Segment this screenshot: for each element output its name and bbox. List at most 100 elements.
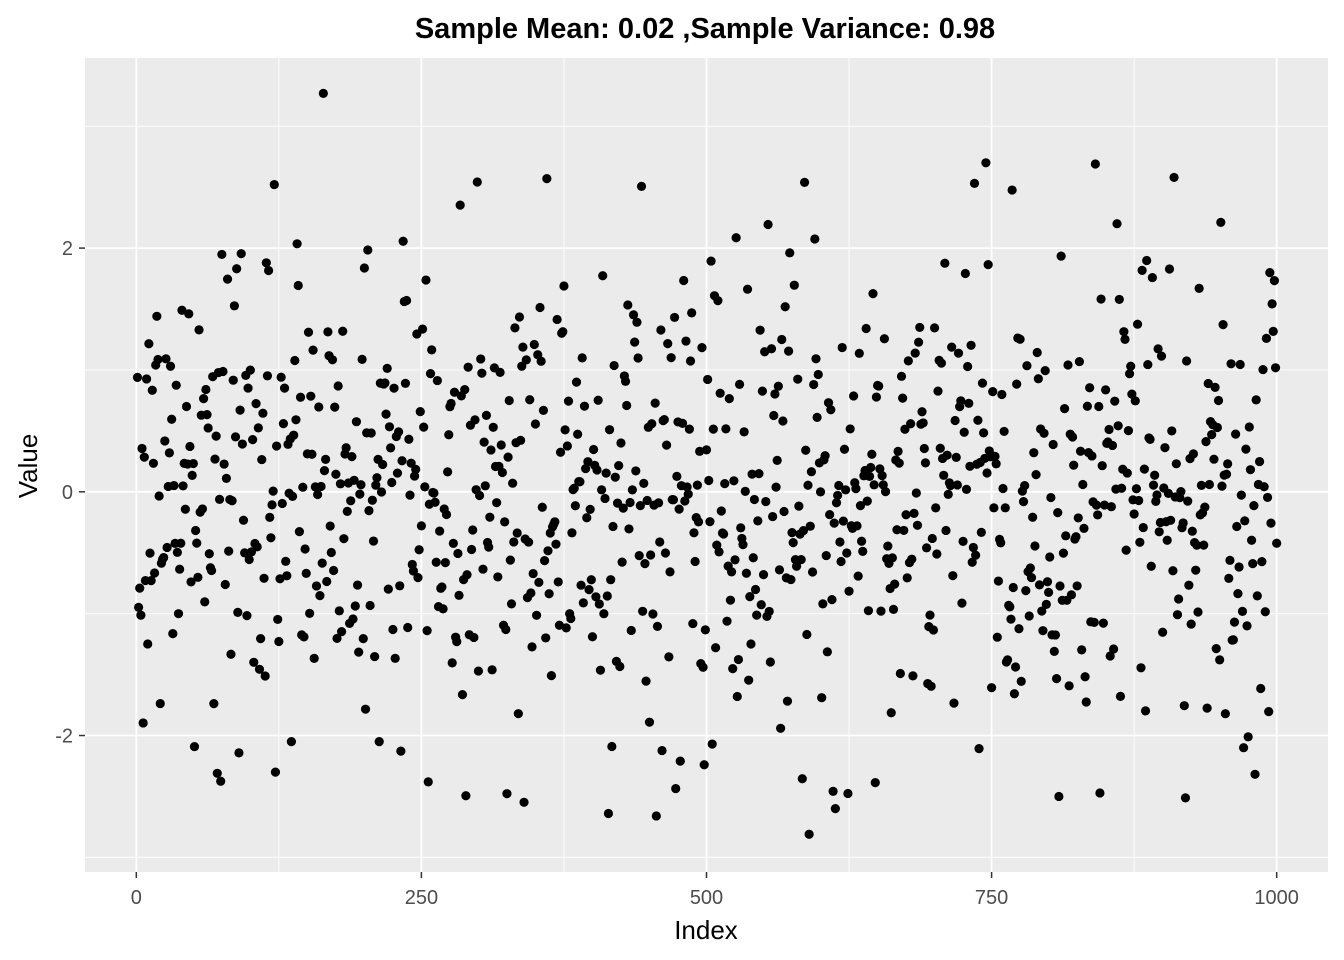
- data-point: [338, 326, 348, 336]
- data-point: [245, 365, 255, 375]
- data-point: [1054, 791, 1064, 802]
- data-point: [1257, 557, 1267, 567]
- data-point: [134, 602, 144, 612]
- data-point: [771, 482, 781, 492]
- data-point: [817, 693, 827, 703]
- data-point: [370, 651, 380, 662]
- data-point: [553, 577, 563, 587]
- data-point: [981, 158, 991, 168]
- data-point: [1018, 497, 1029, 507]
- data-point: [317, 558, 327, 568]
- data-point: [1210, 382, 1220, 392]
- data-point: [352, 580, 363, 590]
- data-point: [669, 312, 680, 323]
- data-point: [1079, 523, 1089, 533]
- data-point: [243, 383, 253, 393]
- data-point: [394, 427, 404, 437]
- data-point: [577, 353, 587, 363]
- data-point: [222, 274, 233, 284]
- data-point: [794, 501, 804, 511]
- data-point: [1260, 607, 1270, 617]
- data-point: [1179, 701, 1189, 711]
- data-point: [1143, 359, 1153, 370]
- data-point: [1132, 319, 1143, 329]
- data-point: [681, 336, 691, 346]
- data-point: [952, 480, 962, 490]
- data-point: [638, 606, 648, 616]
- data-point: [192, 538, 202, 548]
- data-point: [342, 506, 352, 517]
- data-point: [425, 369, 436, 379]
- data-point: [416, 521, 427, 531]
- data-point: [510, 323, 520, 333]
- data-point: [327, 355, 338, 365]
- data-point: [1005, 602, 1015, 612]
- data-point: [971, 550, 981, 560]
- data-point: [162, 542, 172, 553]
- data-point: [867, 449, 877, 459]
- data-point: [1183, 496, 1193, 506]
- data-point: [366, 428, 376, 438]
- data-point: [899, 525, 909, 536]
- data-point: [301, 568, 311, 578]
- data-point: [1091, 500, 1102, 510]
- data-point: [714, 547, 724, 557]
- data-point: [835, 537, 845, 547]
- data-point: [920, 458, 931, 468]
- data-point: [690, 556, 700, 567]
- x-tick-label: 0: [131, 887, 142, 909]
- data-point: [733, 654, 744, 665]
- data-point: [656, 325, 666, 335]
- data-point: [209, 699, 219, 709]
- data-point: [886, 708, 896, 718]
- data-point: [787, 527, 797, 538]
- data-point: [657, 745, 667, 756]
- data-point: [387, 477, 397, 488]
- data-point: [542, 174, 552, 184]
- data-point: [598, 271, 608, 281]
- data-point: [749, 494, 760, 505]
- data-point: [356, 480, 366, 490]
- data-point: [495, 367, 505, 377]
- data-point: [1266, 518, 1276, 528]
- data-point: [1251, 395, 1261, 405]
- data-point: [671, 783, 681, 794]
- data-point: [474, 490, 485, 501]
- data-point: [529, 339, 539, 350]
- data-point: [270, 767, 281, 777]
- data-point: [1109, 644, 1119, 654]
- data-point: [651, 811, 661, 821]
- data-point: [1000, 503, 1010, 513]
- data-point: [1038, 626, 1048, 636]
- data-point: [181, 401, 192, 412]
- data-point: [1270, 363, 1281, 373]
- data-point: [411, 464, 421, 474]
- data-points: [132, 88, 1282, 839]
- data-point: [318, 88, 328, 98]
- data-point: [679, 275, 689, 286]
- data-point: [463, 362, 473, 372]
- data-point: [939, 470, 949, 480]
- data-point: [1250, 769, 1260, 779]
- data-point: [1046, 492, 1056, 503]
- data-point: [1136, 663, 1146, 673]
- data-point: [849, 391, 859, 401]
- data-point: [443, 467, 453, 477]
- data-point: [1112, 219, 1122, 229]
- data-point: [478, 564, 488, 574]
- data-point: [289, 430, 299, 440]
- data-point: [838, 516, 848, 526]
- data-point: [282, 571, 292, 581]
- data-point: [138, 718, 148, 728]
- data-point: [830, 804, 840, 814]
- data-point: [752, 610, 762, 620]
- data-point: [316, 481, 326, 492]
- data-point: [853, 571, 863, 581]
- data-point: [892, 525, 902, 535]
- data-point: [596, 485, 607, 495]
- data-point: [999, 426, 1009, 437]
- data-point: [983, 259, 993, 270]
- data-point: [707, 739, 717, 749]
- data-point: [1097, 461, 1107, 471]
- data-point: [1134, 495, 1144, 506]
